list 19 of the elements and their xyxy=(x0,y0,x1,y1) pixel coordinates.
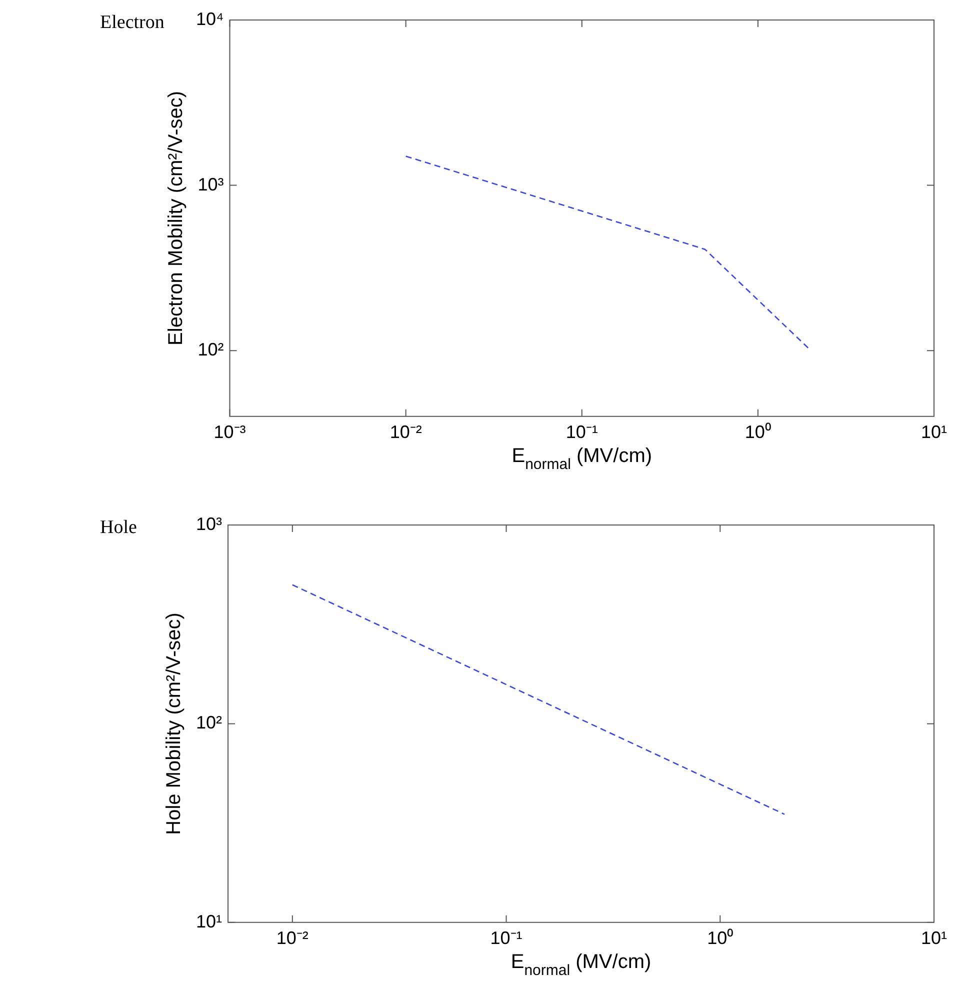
x-tick-label: 10⁻³ xyxy=(214,422,246,442)
x-tick-label: 10⁰ xyxy=(707,928,734,948)
chart-title: Electron xyxy=(100,12,164,34)
x-tick-label: 10¹ xyxy=(920,422,948,442)
x-tick-label: 10⁻² xyxy=(276,928,308,948)
x-tick-label: 10⁻¹ xyxy=(566,422,598,442)
x-tick-label: 10¹ xyxy=(920,928,948,948)
y-tick-label: 10⁴ xyxy=(196,8,224,29)
y-tick-label: 10³ xyxy=(196,514,222,534)
y-tick-label: 10³ xyxy=(198,174,224,194)
y-axis-title: Electron Mobility (cm²/V-sec) xyxy=(164,90,187,346)
y-tick-label: 10¹ xyxy=(196,911,222,932)
y-tick-label: 10² xyxy=(196,712,222,733)
chart-title: Hole xyxy=(100,517,137,539)
y-tick-label: 10² xyxy=(198,340,224,360)
x-tick-label: 10⁰ xyxy=(744,422,771,442)
x-tick-label: 10⁻² xyxy=(390,422,422,442)
y-axis-title: Hole Mobility (cm²/V-sec) xyxy=(163,612,186,835)
x-tick-label: 10⁻¹ xyxy=(490,928,522,948)
